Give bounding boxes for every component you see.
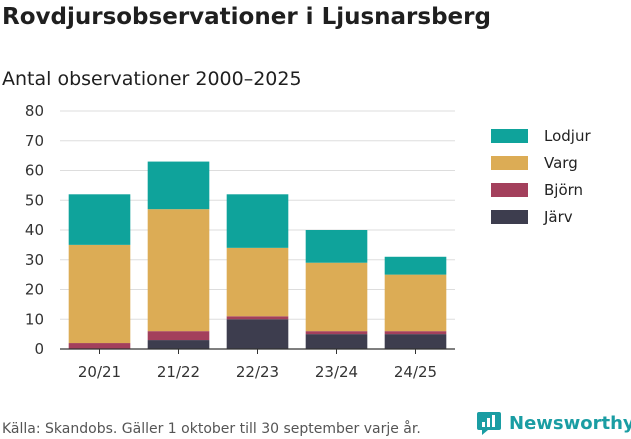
legend-label-järv: Järv: [543, 208, 573, 226]
x-tick-label: 22/23: [236, 363, 279, 381]
x-tick-label: 20/21: [78, 363, 121, 381]
bar-segment-varg-21-22: [147, 209, 210, 332]
legend-swatch-varg: [491, 156, 528, 170]
bar-segment-björn-21-22: [147, 331, 210, 341]
source-footer: Källa: Skandobs. Gäller 1 oktober till 3…: [2, 421, 421, 437]
y-tick-label: 10: [25, 310, 44, 328]
bar-segment-järv-23-24: [305, 334, 368, 349]
bar-segment-lodjur-21-22: [147, 161, 210, 210]
chart-subtitle: Antal observationer 2000–2025: [2, 68, 302, 90]
y-tick-label: 40: [25, 221, 44, 239]
legend-label-varg: Varg: [544, 154, 578, 172]
legend-swatch-järv: [491, 210, 528, 224]
bar-segment-björn-24-25: [384, 331, 447, 335]
y-tick-label: 60: [25, 162, 44, 180]
bar-segment-björn-22-23: [226, 316, 289, 320]
bar-segment-varg-23-24: [305, 262, 368, 332]
bar-segment-järv-24-25: [384, 334, 447, 349]
legend: Lodjur Varg Björn Järv: [491, 127, 591, 226]
y-tick-label: 0: [34, 340, 44, 358]
bar-segment-varg-20-21: [68, 244, 131, 344]
bar-segment-järv-22-23: [226, 319, 289, 349]
legend-swatch-björn: [491, 183, 528, 197]
newsworthy-brand: Newsworthy: [476, 410, 631, 436]
y-tick-label: 80: [25, 102, 44, 120]
bar-segment-lodjur-24-25: [384, 256, 447, 275]
bar-segment-björn-23-24: [305, 331, 368, 335]
chart-title: Rovdjursobservationer i Ljusnarsberg: [2, 4, 491, 30]
x-tick-label: 24/25: [394, 363, 437, 381]
newsworthy-logo-icon: [477, 412, 501, 435]
legend-label-björn: Björn: [544, 181, 583, 199]
legend-label-lodjur: Lodjur: [544, 127, 591, 145]
y-tick-label: 30: [25, 251, 44, 269]
y-tick-label: 50: [25, 191, 44, 209]
y-tick-label: 70: [25, 132, 44, 150]
bar-segment-lodjur-22-23: [226, 194, 289, 248]
bar-segment-varg-24-25: [384, 274, 447, 332]
bar-segment-varg-22-23: [226, 247, 289, 317]
bar-segment-björn-20-21: [68, 343, 131, 349]
bar-segment-lodjur-23-24: [305, 230, 368, 263]
legend-swatch-lodjur: [491, 129, 528, 143]
x-axis-ticks: 20/21 21/22 22/23 23/24 24/25: [78, 349, 437, 381]
bar-segment-lodjur-20-21: [68, 194, 131, 245]
x-tick-label: 23/24: [315, 363, 358, 381]
x-tick-label: 21/22: [157, 363, 200, 381]
y-axis-ticks: 0 10 20 30 40 50 60 70 80: [25, 102, 44, 358]
bars: [68, 161, 447, 349]
brand-name: Newsworthy: [509, 412, 631, 434]
bar-segment-järv-21-22: [147, 340, 210, 349]
y-tick-label: 20: [25, 281, 44, 299]
